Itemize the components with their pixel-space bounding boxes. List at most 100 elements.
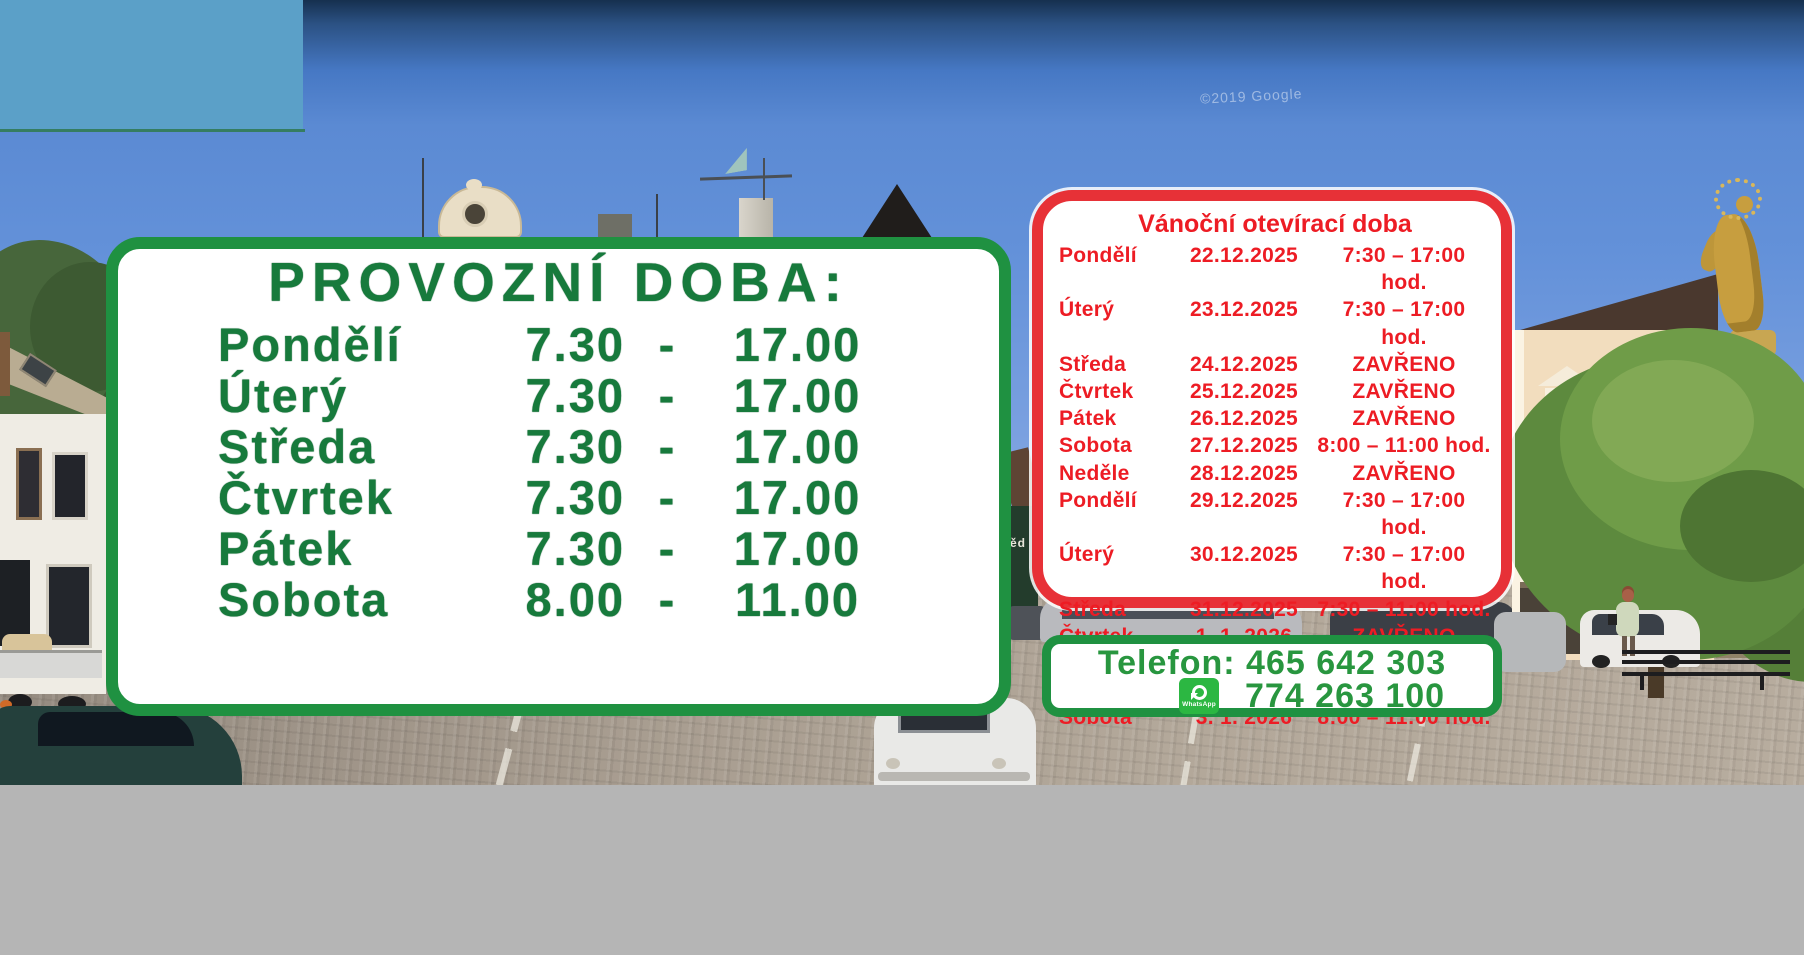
day-label: Pondělí bbox=[218, 318, 402, 371]
chimney bbox=[739, 198, 773, 238]
hours-row: Úterý 7.30 - 17.00 bbox=[218, 369, 999, 422]
holiday-row: Středa 31.12.2025 7:30 – 11:00 hod. bbox=[1059, 596, 1491, 623]
car-bumper bbox=[878, 772, 1030, 781]
pedestrian-head bbox=[1622, 589, 1634, 602]
time-separator: - bbox=[658, 318, 677, 371]
shop-sign-text: ěd bbox=[1010, 536, 1027, 550]
open-time: 7.30 bbox=[525, 318, 625, 371]
date-label: 25.12.2025 bbox=[1189, 380, 1299, 404]
bench bbox=[1622, 660, 1790, 664]
close-time: 17.00 bbox=[733, 369, 862, 422]
holiday-row: Neděle 28.12.2025 ZAVŘENO bbox=[1059, 460, 1491, 487]
holiday-row: Úterý 23.12.2025 7:30 – 17:00 hod. bbox=[1059, 296, 1491, 350]
hours-label: 7:30 – 17:00 hod. bbox=[1342, 298, 1466, 349]
day-label: Úterý bbox=[1059, 543, 1115, 567]
gable-ornament bbox=[466, 179, 482, 191]
dark-pyramid-roof bbox=[862, 184, 932, 238]
hours-label: 7:30 – 17:00 hod. bbox=[1342, 244, 1466, 295]
hours-label: 7:30 – 17:00 hod. bbox=[1342, 543, 1466, 594]
day-label: Sobota bbox=[218, 573, 390, 626]
holiday-row: Úterý 30.12.2025 7:30 – 17:00 hod. bbox=[1059, 541, 1491, 595]
date-label: 31.12.2025 bbox=[1189, 597, 1299, 621]
hours-label: ZAVŘENO bbox=[1352, 461, 1456, 485]
open-time: 8.00 bbox=[525, 573, 625, 626]
day-label: Středa bbox=[1059, 597, 1127, 621]
time-separator: - bbox=[658, 369, 677, 422]
opening-hours-table: Pondělí 7.30 - 17.00 Úterý 7.30 - 17.00 … bbox=[118, 318, 999, 626]
whatsapp-phone-glyph bbox=[1190, 684, 1207, 700]
time-separator: - bbox=[658, 471, 677, 524]
pedestrian-leg bbox=[1622, 636, 1627, 656]
bench-leg bbox=[1640, 672, 1644, 690]
day-label: Neděle bbox=[1059, 461, 1130, 485]
gray-footer-area bbox=[0, 785, 1804, 955]
date-label: 24.12.2025 bbox=[1189, 352, 1299, 376]
close-time: 11.00 bbox=[734, 573, 861, 626]
date-label: 27.12.2025 bbox=[1189, 434, 1299, 458]
car-taillight bbox=[0, 700, 12, 709]
satellite-dish bbox=[721, 148, 750, 174]
rooftop-block bbox=[598, 214, 632, 238]
blue-panel bbox=[0, 0, 303, 129]
open-time: 7.30 bbox=[525, 420, 625, 473]
close-time: 17.00 bbox=[733, 471, 862, 524]
hours-label: ZAVŘENO bbox=[1352, 352, 1456, 376]
day-label: Středa bbox=[1059, 352, 1127, 376]
day-label: Sobota bbox=[1059, 434, 1132, 458]
day-label: Čtvrtek bbox=[218, 471, 394, 524]
tree-shadow bbox=[1680, 470, 1804, 582]
date-label: 28.12.2025 bbox=[1189, 461, 1299, 485]
christmas-hours-sign: Vánoční otevírací doba Pondělí 22.12.202… bbox=[1032, 190, 1512, 729]
antenna-mast bbox=[656, 194, 658, 238]
open-time: 7.30 bbox=[525, 522, 625, 575]
gutter-pipe bbox=[0, 332, 10, 396]
holiday-row: Pondělí 29.12.2025 7:30 – 17:00 hod. bbox=[1059, 487, 1491, 541]
holiday-row: Sobota 27.12.2025 8:00 – 11:00 hod. bbox=[1059, 432, 1491, 459]
date-label: 30.12.2025 bbox=[1189, 543, 1299, 567]
whatsapp-icon-label: WhatsApp bbox=[1182, 700, 1216, 708]
tower-clock bbox=[462, 201, 488, 227]
google-watermark: ©2019 Google bbox=[1199, 85, 1303, 107]
date-label: 23.12.2025 bbox=[1189, 298, 1299, 322]
christmas-hours-title: Vánoční otevírací doba bbox=[1138, 210, 1412, 238]
hours-label: 7:30 – 11:00 hod. bbox=[1317, 597, 1491, 621]
tree-highlight bbox=[1592, 360, 1754, 482]
day-label: Úterý bbox=[1059, 298, 1115, 322]
bench-leg bbox=[1760, 672, 1764, 690]
car-windows bbox=[38, 712, 194, 746]
hours-row: Sobota 8.00 - 11.00 bbox=[218, 573, 999, 626]
hours-row: Čtvrtek 7.30 - 17.00 bbox=[218, 471, 999, 524]
car-wheel bbox=[1592, 655, 1610, 668]
day-label: Pátek bbox=[1059, 407, 1117, 431]
window bbox=[46, 564, 92, 648]
day-label: Středa bbox=[218, 420, 377, 473]
panel-edge-line bbox=[0, 129, 305, 132]
open-time: 7.30 bbox=[525, 471, 625, 524]
time-separator: - bbox=[658, 420, 677, 473]
holiday-row: Středa 24.12.2025 ZAVŘENO bbox=[1059, 351, 1491, 378]
day-label: Pátek bbox=[218, 522, 354, 575]
phone-line: Telefon: 465 642 303 bbox=[1097, 644, 1447, 682]
holiday-row: Čtvrtek 25.12.2025 ZAVŘENO bbox=[1059, 378, 1491, 405]
day-label: Pondělí bbox=[1059, 244, 1137, 267]
flatbed-truck bbox=[0, 650, 102, 678]
bench bbox=[1622, 650, 1790, 654]
time-separator: - bbox=[658, 522, 677, 575]
whatsapp-line: WhatsApp 774 263 100 bbox=[1051, 678, 1493, 714]
holiday-row: Pátek 26.12.2025 ZAVŘENO bbox=[1059, 405, 1491, 432]
car-headlight bbox=[886, 758, 900, 769]
pedestrian-leg bbox=[1630, 636, 1635, 656]
hours-row: Středa 7.30 - 17.00 bbox=[218, 420, 999, 473]
tv-antenna bbox=[763, 158, 765, 200]
hours-label: ZAVŘENO bbox=[1352, 407, 1456, 431]
statue-star-halo bbox=[1714, 178, 1762, 220]
bench bbox=[1622, 672, 1790, 676]
day-label: Čtvrtek bbox=[1059, 380, 1134, 404]
hours-label: 8:00 – 11:00 hod. bbox=[1317, 434, 1491, 458]
whatsapp-number: 774 263 100 bbox=[1245, 677, 1446, 715]
contact-sign: Telefon: 465 642 303 WhatsApp 774 263 10… bbox=[1042, 635, 1502, 717]
close-time: 17.00 bbox=[733, 522, 862, 575]
hours-row: Pátek 7.30 - 17.00 bbox=[218, 522, 999, 575]
window bbox=[52, 452, 88, 520]
